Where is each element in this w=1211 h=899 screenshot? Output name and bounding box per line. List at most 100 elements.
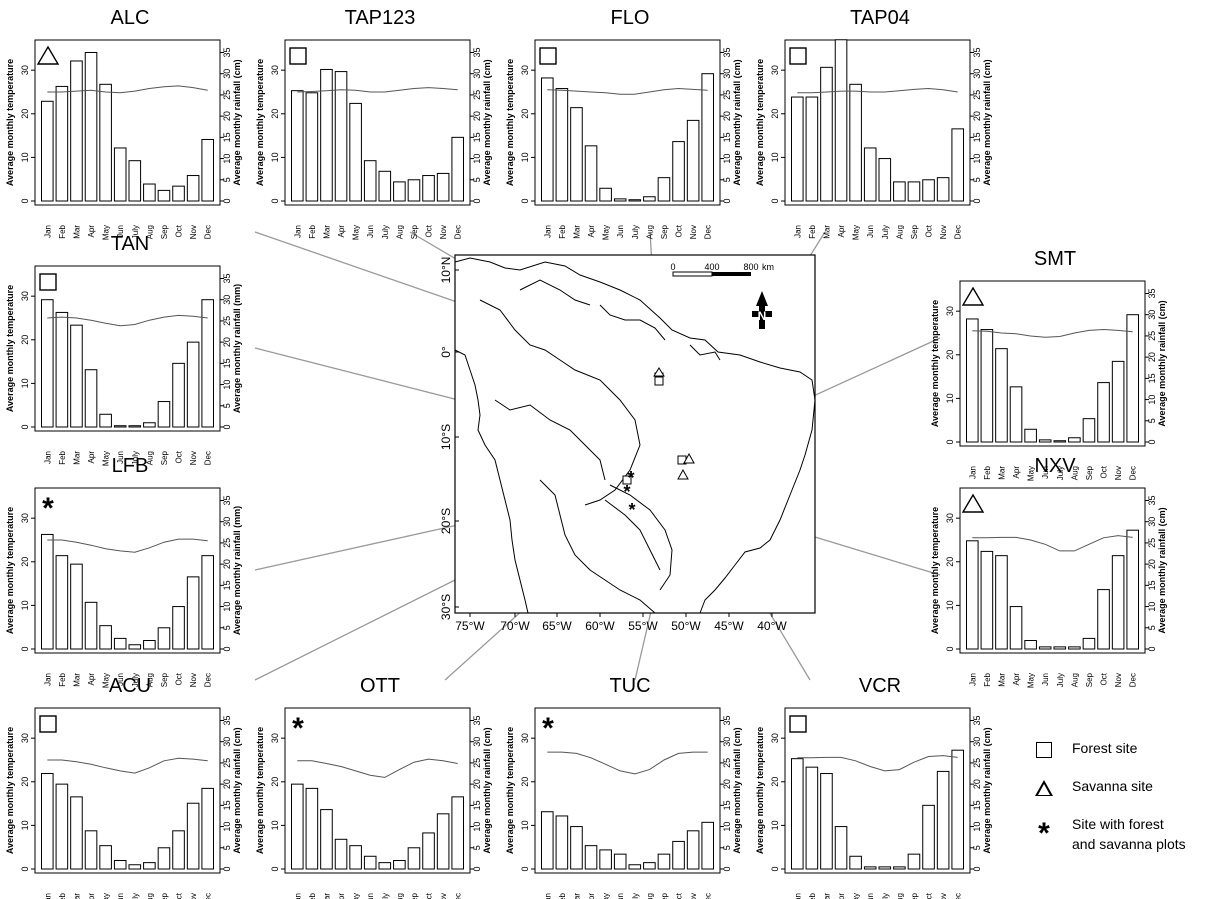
right-tick-label: 35 (1147, 495, 1157, 505)
right-tick-label: 15 (472, 132, 482, 142)
asterisk-icon: * (1038, 817, 1050, 850)
panel-title: ALC (111, 7, 150, 29)
month-tick-label: Jun (866, 893, 875, 899)
right-tick-label: 5 (222, 625, 232, 630)
month-tick-label: Oct (925, 892, 934, 899)
month-tick-label: Mar (822, 893, 831, 899)
left-tick-label: 20 (20, 335, 30, 345)
rain-bar (143, 183, 156, 202)
right-tick-label: 10 (472, 822, 482, 832)
y-axis-label: Average monthly temperature (755, 59, 765, 186)
rain-bar (201, 138, 215, 202)
month-tick-label: Aug (145, 225, 154, 239)
lat-label: 10°S (439, 424, 453, 450)
month-tick-label: July (131, 673, 140, 687)
marker-alc (653, 367, 665, 377)
rain-bar (628, 199, 642, 202)
left-tick-label: 0 (770, 198, 780, 203)
rain-bar (349, 845, 362, 870)
rain-bar (995, 555, 1008, 650)
panel-title: SMT (1034, 248, 1076, 270)
right-tick-label: 10 (722, 822, 732, 832)
month-tick-label: July (131, 225, 140, 239)
right-tick-label: 0 (1147, 646, 1157, 651)
rain-bar (820, 773, 833, 870)
rain-bar (849, 83, 862, 202)
rain-bar (334, 838, 348, 870)
rain-bar (41, 299, 54, 428)
right-tick-label: 5 (722, 177, 732, 182)
site-markers: * * * (622, 367, 695, 520)
month-tick-label: Nov (689, 225, 698, 239)
month-tick-label: Mar (822, 225, 831, 239)
month-tick-label: Nov (439, 893, 448, 899)
month-tick-label: Oct (175, 892, 184, 899)
month-tick-label: Jun (616, 225, 625, 238)
lon-label: 45°W (714, 619, 744, 633)
month-tick-label: Mar (72, 893, 81, 899)
temperature-line (47, 757, 208, 774)
rain-bar (686, 119, 700, 202)
right-tick-label: 5 (222, 177, 232, 182)
rain-bar (378, 862, 392, 870)
rain-bar (686, 830, 700, 870)
month-tick-label: Feb (558, 224, 567, 238)
month-tick-label: Sep (160, 224, 169, 239)
rain-bar (1038, 439, 1052, 443)
rain-bar (922, 804, 935, 870)
panel-tap04: TAP04 Jan Feb Mar Apr May Jun July Aug Sep Oct Nov D… (755, 7, 992, 240)
y2-axis-label: Average monthly rainfall (cm) (732, 727, 742, 853)
month-tick-label: Mar (572, 893, 581, 899)
rain-bar (936, 177, 950, 202)
rain-bar (893, 866, 906, 870)
panel-tap123: TAP123 Jan Feb Mar Apr May Jun July Aug Sep Oct Nov… (255, 7, 492, 240)
rain-bar (128, 644, 142, 650)
left-tick-label: 0 (20, 866, 30, 871)
month-tick-label: Nov (189, 673, 198, 687)
left-tick-label: 10 (945, 600, 955, 610)
month-tick-label: Feb (58, 672, 67, 686)
month-tick-label: Jun (116, 225, 125, 238)
month-tick-label: July (881, 893, 890, 899)
rain-bar (1126, 529, 1140, 650)
rain-bar (1009, 606, 1023, 650)
rain-bar (791, 758, 804, 870)
rain-bar (951, 128, 965, 202)
scale-tick-800: 800 (743, 262, 758, 272)
month-tick-label: July (1056, 673, 1065, 687)
y-axis-label: Average monthly temperature (255, 59, 265, 186)
rain-bar (878, 158, 892, 202)
right-tick-label: 0 (472, 198, 482, 203)
temperature-line (297, 87, 458, 93)
month-tick-label: Aug (395, 893, 404, 899)
right-tick-label: 35 (222, 273, 232, 283)
left-tick-label: 20 (520, 777, 530, 787)
y-axis-label: Average monthly temperature (755, 727, 765, 854)
month-tick-label: Jan (793, 225, 802, 238)
left-tick-label: 10 (270, 152, 280, 162)
right-tick-label: 20 (222, 111, 232, 121)
rain-bar (186, 576, 200, 650)
month-tick-label: Mar (322, 225, 331, 239)
right-tick-label: 10 (222, 602, 232, 612)
right-tick-label: 5 (472, 177, 482, 182)
rain-bar (701, 821, 715, 870)
month-tick-label: Jun (116, 893, 125, 899)
rain-bar (701, 73, 715, 202)
rain-bar (157, 847, 171, 870)
rain-bar (201, 787, 215, 870)
month-tick-label: Oct (425, 224, 434, 237)
rain-bar (613, 198, 627, 202)
rain-bar (157, 627, 171, 650)
left-tick-label: 10 (770, 152, 780, 162)
month-tick-label: May (1027, 466, 1036, 481)
month-tick-label: Jun (366, 893, 375, 899)
rain-bar (1053, 440, 1067, 443)
month-tick-label: Jan (543, 893, 552, 899)
rain-bar (393, 181, 406, 202)
legend-both: * Site with forest and savanna plots (1030, 814, 1211, 854)
right-tick-label: 25 (722, 758, 732, 768)
panel-title: NXV (1034, 455, 1076, 477)
month-tick-label: Sep (660, 224, 669, 239)
panel-alc: ALC Jan Feb Mar Apr May Jun July Aug Sep Oct Nov Dec… (5, 7, 242, 240)
